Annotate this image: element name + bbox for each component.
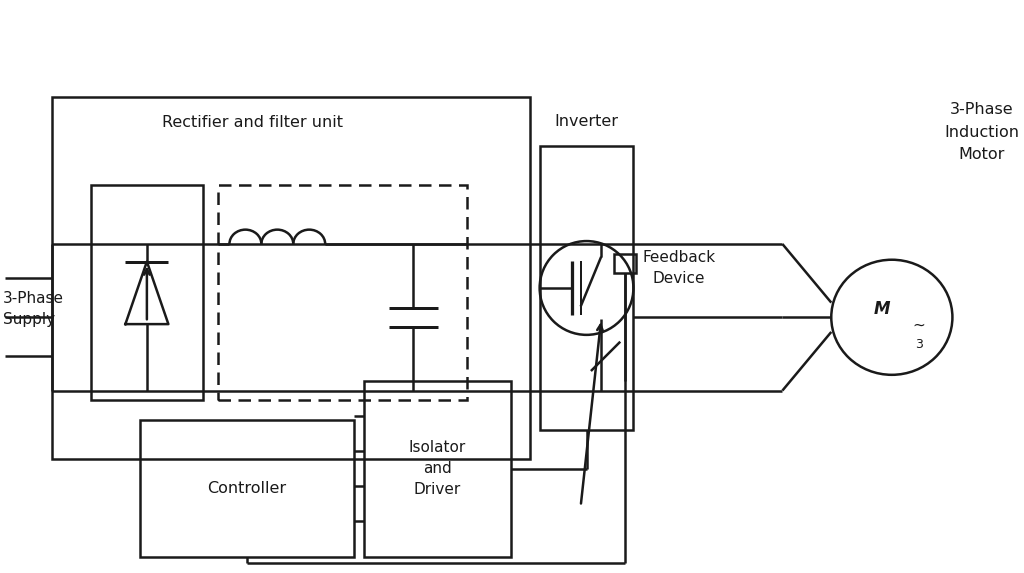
Bar bbox=[218, 186, 467, 401]
Text: Isolator
and
Driver: Isolator and Driver bbox=[409, 440, 466, 497]
Text: 3: 3 bbox=[915, 338, 924, 351]
Text: M: M bbox=[873, 300, 890, 319]
Bar bbox=[91, 186, 203, 401]
Bar bbox=[51, 97, 530, 459]
Bar bbox=[139, 420, 354, 556]
Bar bbox=[614, 254, 636, 273]
Text: Feedback
Device: Feedback Device bbox=[642, 250, 716, 286]
Text: Inverter: Inverter bbox=[555, 113, 618, 129]
Bar bbox=[540, 146, 633, 430]
Text: Rectifier and filter unit: Rectifier and filter unit bbox=[162, 115, 343, 130]
Text: Controller: Controller bbox=[208, 481, 287, 496]
Bar bbox=[365, 381, 511, 556]
Text: ~: ~ bbox=[912, 317, 926, 332]
Text: 3-Phase
Induction
Motor: 3-Phase Induction Motor bbox=[944, 103, 1019, 162]
Text: 3-Phase
Supply: 3-Phase Supply bbox=[3, 292, 63, 327]
